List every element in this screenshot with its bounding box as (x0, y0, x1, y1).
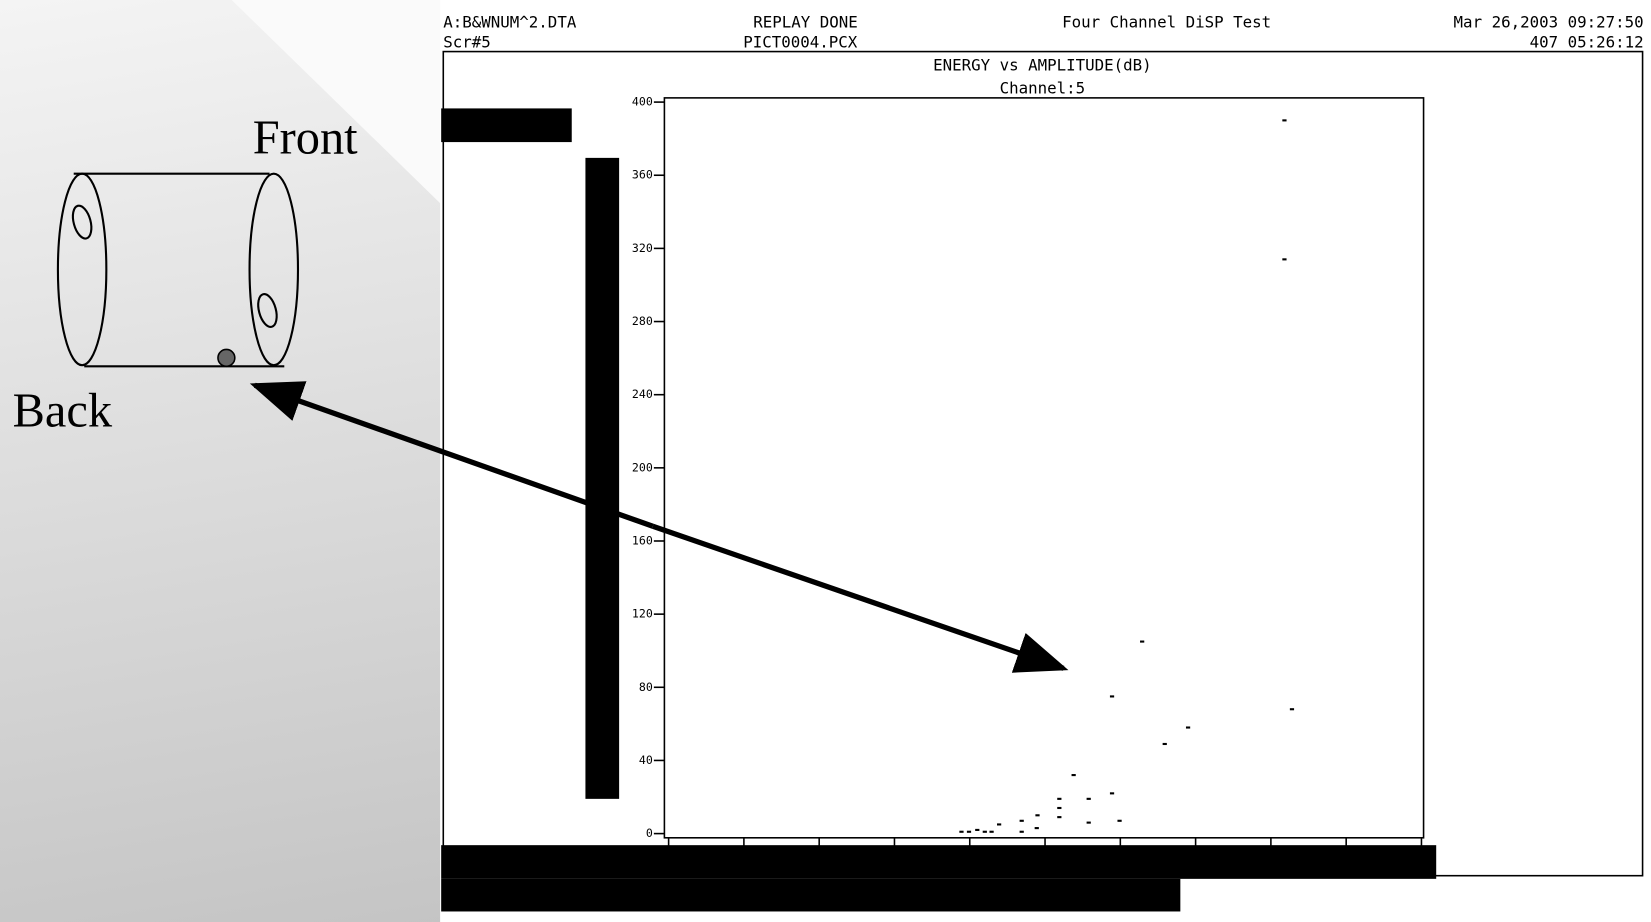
y-tick-label: 40 (639, 753, 653, 767)
redaction (585, 158, 619, 799)
point (1117, 820, 1121, 822)
header-text: PICT0004.PCX (743, 32, 858, 51)
header-text: Four Channel DiSP Test (1062, 12, 1271, 31)
point (1186, 726, 1190, 728)
point (1163, 743, 1167, 745)
point (1110, 792, 1114, 794)
point (1072, 774, 1076, 776)
header-text: A:B&WNUM^2.DTA (443, 12, 577, 31)
point (1282, 258, 1286, 260)
point (1087, 822, 1091, 824)
chart-subtitle: Channel:5 (1000, 79, 1086, 98)
redaction (441, 845, 1436, 879)
point (1057, 807, 1061, 809)
y-tick-label: 120 (632, 607, 653, 621)
point (1110, 695, 1114, 697)
point (1035, 814, 1039, 816)
point (1020, 831, 1024, 833)
y-tick-label: 200 (632, 460, 653, 474)
point (1087, 798, 1091, 800)
header-text: Mar 26,2003 09:27:50 (1454, 12, 1644, 31)
front-label: Front (253, 112, 358, 165)
y-tick-label: 360 (632, 168, 653, 182)
point (983, 831, 987, 833)
header-text: Scr#5 (443, 32, 491, 51)
point (1057, 816, 1061, 818)
y-tick-label: 80 (639, 680, 653, 694)
screen (440, 0, 1651, 922)
sensor (218, 349, 235, 366)
point (967, 831, 971, 833)
point (1035, 827, 1039, 829)
point (1057, 798, 1061, 800)
header-text: REPLAY DONE (753, 12, 858, 31)
redaction (441, 879, 1180, 912)
point (1282, 119, 1286, 121)
y-tick-label: 320 (632, 241, 653, 255)
header-text: 407 05:26:12 (1530, 32, 1644, 51)
redaction (441, 108, 572, 142)
page: A:B&WNUM^2.DTA Scr#5 REPLAY DONE PICT000… (0, 0, 1651, 922)
back-label: Back (13, 384, 113, 437)
y-tick-label: 280 (632, 314, 653, 328)
y-tick-label: 400 (632, 95, 653, 109)
point (1140, 641, 1144, 643)
y-tick-label: 160 (632, 533, 653, 547)
chart-title: ENERGY vs AMPLITUDE(dB) (933, 56, 1152, 75)
point (975, 829, 979, 831)
y-tick-label: 240 (632, 387, 653, 401)
point (997, 823, 1001, 825)
point (1290, 708, 1294, 710)
point (989, 831, 993, 833)
y-tick-label: 0 (646, 826, 653, 840)
point (1020, 820, 1024, 822)
slide: A:B&WNUM^2.DTA Scr#5 REPLAY DONE PICT000… (0, 0, 1651, 922)
point (959, 831, 963, 833)
